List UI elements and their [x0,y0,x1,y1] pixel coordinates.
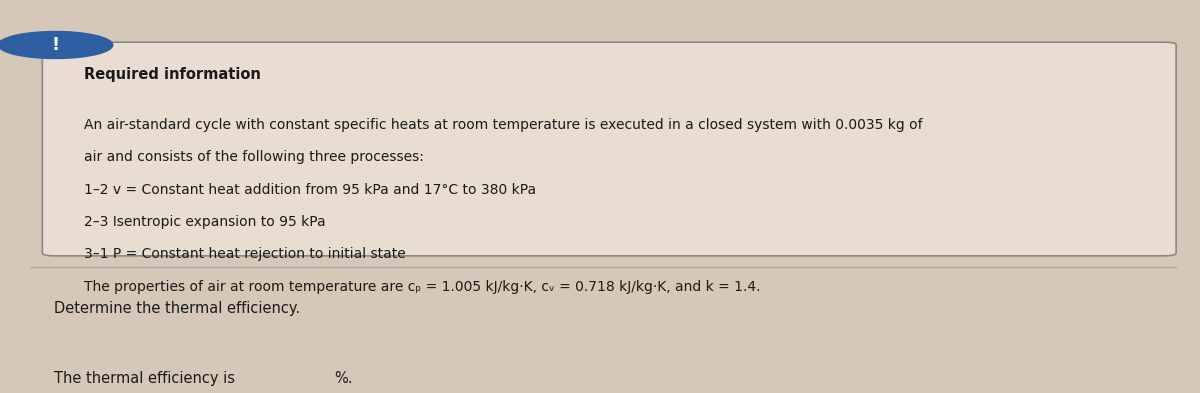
Text: air and consists of the following three processes:: air and consists of the following three … [84,151,424,164]
Text: 1–2 v = Constant heat addition from 95 kPa and 17°C to 380 kPa: 1–2 v = Constant heat addition from 95 k… [84,183,536,197]
Text: An air-standard cycle with constant specific heats at room temperature is execut: An air-standard cycle with constant spec… [84,118,923,132]
Text: The thermal efficiency is: The thermal efficiency is [54,371,235,386]
Text: The properties of air at room temperature are cₚ = 1.005 kJ/kg·K, cᵥ = 0.718 kJ/: The properties of air at room temperatur… [84,280,761,294]
Text: %.: %. [335,371,353,386]
Text: Determine the thermal efficiency.: Determine the thermal efficiency. [54,301,300,316]
Text: !: ! [52,36,60,54]
Text: 3–1 P = Constant heat rejection to initial state: 3–1 P = Constant heat rejection to initi… [84,248,406,261]
Text: 2–3 Isentropic expansion to 95 kPa: 2–3 Isentropic expansion to 95 kPa [84,215,325,229]
FancyBboxPatch shape [42,42,1176,256]
Text: Required information: Required information [84,68,260,83]
Circle shape [0,31,113,59]
FancyBboxPatch shape [263,373,329,393]
